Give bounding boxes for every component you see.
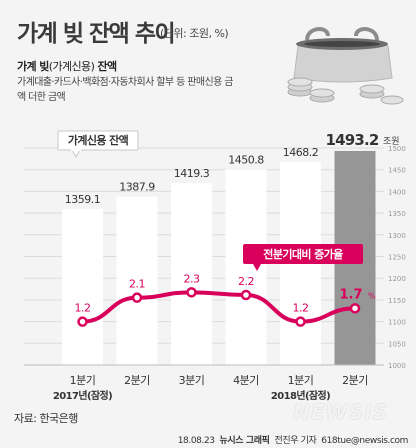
credit-agency: 뉴시스 그래픽 [219, 436, 270, 446]
credit-line: 18.08.23 뉴시스 그래픽 전진우 기자 618tue@newsis.co… [177, 433, 409, 446]
growth-legend-pointer [253, 264, 261, 271]
credit-author: 전진우 기자 [274, 436, 317, 446]
growth-rate-point [349, 303, 361, 314]
growth-rate-point [77, 316, 88, 327]
growth-value-unit: % [368, 291, 376, 300]
x-tick-label: 1분기 [288, 374, 314, 387]
wallet-coins-illustration [287, 27, 404, 105]
growth-value-label: 1.7 [339, 287, 362, 302]
bar-legend-pointer-mask [71, 149, 81, 151]
growth-legend-box [243, 244, 363, 264]
y-tick-label: 1000 [388, 362, 406, 370]
subtitle-paren: (가계신용) [48, 60, 95, 73]
unit-label: (단위: 조원, %) [160, 27, 229, 40]
bar-legend-box [57, 130, 139, 151]
growth-legend-label: 전분기대비 증가율 [263, 247, 343, 261]
subtitle: 가계 빚(가계신용) 잔액 [17, 58, 117, 74]
chart-title: 가계 빚 잔액 추이 [17, 21, 176, 47]
bar [171, 183, 212, 365]
y-tick-label: 1500 [388, 145, 406, 153]
subtitle-suffix: 잔액 [94, 60, 117, 73]
x-tick-label: 4분기 [233, 374, 259, 387]
growth-rate-point [295, 316, 306, 327]
year-group-label: 2017년(잠정) [53, 389, 112, 402]
growth-value-label: 1.2 [293, 302, 309, 315]
bar [116, 196, 158, 365]
source-label: 자료: 한국은행 [14, 412, 78, 425]
bar-value-unit: 조원 [383, 136, 400, 147]
growth-rate-point [131, 292, 143, 303]
y-tick-label: 1250 [388, 254, 406, 262]
y-tick-label: 1050 [388, 340, 406, 348]
growth-rate-point [240, 289, 252, 301]
y-tick-label: 1100 [388, 319, 406, 327]
year-group-label: 2018년(잠정) [271, 389, 330, 402]
y-tick-label: 1300 [388, 232, 406, 240]
bar-legend-label: 가계신용 잔액 [68, 133, 129, 147]
y-tick-label: 1350 [388, 210, 406, 218]
y-tick-label: 1150 [388, 297, 406, 305]
y-tick-label: 1400 [388, 188, 406, 196]
bar-value-label: 1450.8 [228, 153, 264, 166]
bar-value-label: 1468.2 [283, 146, 319, 159]
bar-value-label: 1419.3 [174, 167, 210, 180]
growth-value-label: 1.2 [75, 302, 91, 315]
subtitle-description: 가계대출·카드사·백화점·자동차회사 할부 등 판매신용 금액 더한 금액 [17, 77, 233, 103]
growth-rate-point [186, 287, 197, 298]
x-tick-label: 2분기 [124, 374, 150, 387]
credit-date: 18.08.23 [177, 436, 215, 446]
growth-value-label: 2.3 [184, 272, 200, 285]
x-tick-label: 1분기 [70, 374, 96, 387]
y-tick-label: 1450 [388, 167, 406, 175]
bar [62, 209, 103, 365]
x-tick-label: 3분기 [179, 374, 205, 387]
growth-value-label: 2.2 [238, 275, 254, 288]
bar-legend-pointer [71, 149, 81, 159]
bar [225, 169, 267, 365]
credit-email: 618tue@newsis.com [321, 436, 408, 446]
bar-value-label: 1493.2 [325, 131, 378, 149]
bar-value-label: 1387.9 [119, 181, 155, 194]
x-tick-label: 2분기 [342, 374, 368, 387]
y-tick-label: 1200 [388, 275, 406, 283]
subtitle-bold: 가계 빚 [17, 60, 49, 73]
bar-value-label: 1359.1 [65, 193, 101, 206]
growth-value-label: 2.1 [129, 278, 145, 291]
growth-rate-line [80, 290, 357, 324]
newsis-watermark-logo: NEWSIS [293, 400, 388, 424]
